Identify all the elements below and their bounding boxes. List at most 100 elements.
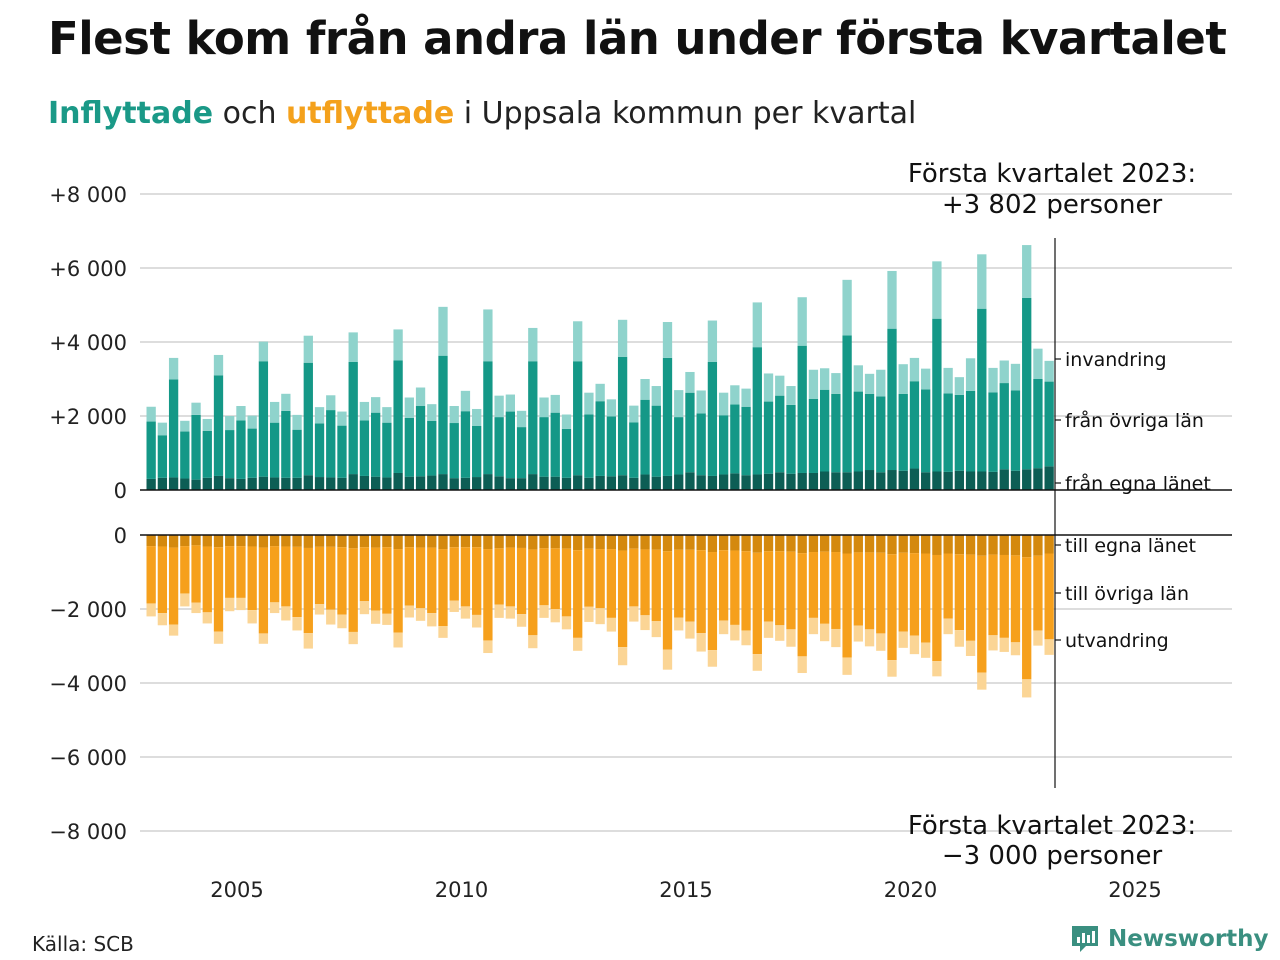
bar-out-till-övriga-län xyxy=(932,554,942,662)
bar-in-från-egna-länet xyxy=(954,470,964,490)
bar-in-invandring xyxy=(528,327,538,362)
bar-out-utvandring xyxy=(236,597,246,611)
bar-out-utvandring xyxy=(977,672,987,690)
bar-in-från-egna-länet xyxy=(438,474,448,490)
bar-in-från-egna-länet xyxy=(359,475,370,490)
bar-in-från-egna-länet xyxy=(258,476,269,490)
bar-in-från-egna-länet xyxy=(999,469,1009,490)
bar-in-från-övriga-län xyxy=(494,417,504,477)
bar-in-invandring xyxy=(595,383,605,402)
bar-in-från-egna-länet xyxy=(202,477,212,490)
bar-out-till-övriga-län xyxy=(797,553,807,657)
bar-out-till-övriga-län xyxy=(954,554,964,631)
bar-out-till-egna-länet xyxy=(427,535,437,548)
bar-out-till-egna-länet xyxy=(651,535,661,550)
bar-out-utvandring xyxy=(415,608,426,621)
bar-out-till-övriga-län xyxy=(674,549,684,618)
bar-out-utvandring xyxy=(797,656,807,674)
bar-in-från-övriga-län xyxy=(808,398,819,473)
bar-in-från-övriga-län xyxy=(629,422,639,478)
bar-out-till-övriga-län xyxy=(427,547,437,614)
bar-in-från-övriga-län xyxy=(606,416,617,477)
bar-in-från-övriga-län xyxy=(831,393,841,473)
bar-in-från-övriga-län xyxy=(786,404,796,474)
bar-out-till-övriga-län xyxy=(539,548,549,606)
bar-out-till-egna-länet xyxy=(786,535,796,552)
bar-out-till-övriga-län xyxy=(269,546,280,603)
bar-out-till-egna-länet xyxy=(573,535,583,551)
subtitle-rest: i Uppsala kommun per kvartal xyxy=(454,96,917,131)
bar-out-utvandring xyxy=(629,606,639,622)
bar-out-utvandring xyxy=(808,617,819,635)
bar-in-invandring xyxy=(685,371,695,393)
bar-out-till-egna-länet xyxy=(359,535,370,548)
bar-out-utvandring xyxy=(887,660,897,677)
bar-in-från-egna-länet xyxy=(225,478,235,490)
bar-out-till-egna-länet xyxy=(617,535,628,551)
bar-in-från-övriga-län xyxy=(752,347,762,475)
bar-out-till-övriga-län xyxy=(718,550,729,621)
subtitle-inflyttade: Inflyttade xyxy=(48,96,214,131)
bar-in-från-övriga-län xyxy=(528,361,538,475)
annotation-bottom-line1: Första kvartalet 2023: xyxy=(908,811,1196,841)
bar-out-till-övriga-län xyxy=(763,551,774,622)
bar-out-utvandring xyxy=(718,620,729,635)
bar-out-utvandring xyxy=(606,617,617,632)
bar-in-från-övriga-län xyxy=(550,412,560,477)
bar-out-utvandring xyxy=(393,632,403,648)
bar-out-till-egna-länet xyxy=(168,535,179,548)
bar-in-invandring xyxy=(887,270,897,329)
bar-in-från-egna-länet xyxy=(696,475,706,490)
bar-out-till-egna-länet xyxy=(404,535,414,548)
bar-out-till-egna-länet xyxy=(707,535,718,553)
bar-in-invandring xyxy=(359,401,370,421)
bar-out-till-egna-länet xyxy=(191,535,201,546)
bar-out-till-egna-länet xyxy=(808,535,819,553)
bar-out-utvandring xyxy=(561,616,572,630)
bar-in-från-egna-länet xyxy=(472,477,482,490)
bar-in-från-egna-länet xyxy=(146,478,156,490)
bar-in-från-egna-länet xyxy=(730,473,740,490)
bar-in-invandring xyxy=(674,390,684,418)
bar-in-från-egna-länet xyxy=(629,477,639,490)
bar-out-till-övriga-län xyxy=(887,554,897,661)
bar-out-till-övriga-län xyxy=(314,546,325,605)
bar-in-från-övriga-län xyxy=(505,411,515,479)
bar-out-till-egna-länet xyxy=(247,535,257,547)
bar-in-invandring xyxy=(898,364,908,394)
bar-out-utvandring xyxy=(640,615,650,631)
bar-in-från-övriga-län xyxy=(460,411,471,478)
bar-in-från-övriga-län xyxy=(853,391,863,472)
bar-in-från-övriga-län xyxy=(393,360,403,473)
bar-out-utvandring xyxy=(864,629,875,647)
y-tick-label-bottom: 0 xyxy=(114,524,127,548)
bar-out-utvandring xyxy=(539,605,549,618)
bar-in-från-övriga-län xyxy=(449,423,459,479)
bar-in-invandring xyxy=(561,414,572,429)
bar-out-till-egna-länet xyxy=(269,535,280,547)
bar-in-invandring xyxy=(281,393,291,411)
bar-out-till-övriga-län xyxy=(258,547,269,634)
bar-out-till-övriga-län xyxy=(404,547,414,606)
bar-out-till-egna-länet xyxy=(696,535,706,551)
bar-out-till-egna-länet xyxy=(1033,535,1043,556)
bar-out-utvandring xyxy=(775,625,785,641)
x-tick-label: 2015 xyxy=(659,878,712,902)
bar-out-utvandring xyxy=(752,654,762,671)
bar-out-utvandring xyxy=(213,631,224,644)
bar-in-från-egna-länet xyxy=(393,472,403,490)
bar-in-från-egna-länet xyxy=(168,477,179,490)
bar-in-från-övriga-län xyxy=(236,420,246,479)
bar-out-till-egna-länet xyxy=(472,535,482,548)
bar-out-till-egna-länet xyxy=(1022,535,1032,558)
bar-out-till-egna-länet xyxy=(1010,535,1021,556)
bar-in-från-övriga-län xyxy=(943,393,953,472)
bar-out-utvandring xyxy=(898,631,908,648)
bar-out-till-övriga-län xyxy=(1033,555,1043,631)
bar-out-utvandring xyxy=(146,603,156,617)
bar-in-invandring xyxy=(864,373,875,394)
bar-out-till-övriga-län xyxy=(516,547,527,615)
bar-out-till-övriga-län xyxy=(550,548,560,609)
bar-in-invandring xyxy=(415,387,426,407)
bar-in-från-egna-länet xyxy=(932,471,942,490)
